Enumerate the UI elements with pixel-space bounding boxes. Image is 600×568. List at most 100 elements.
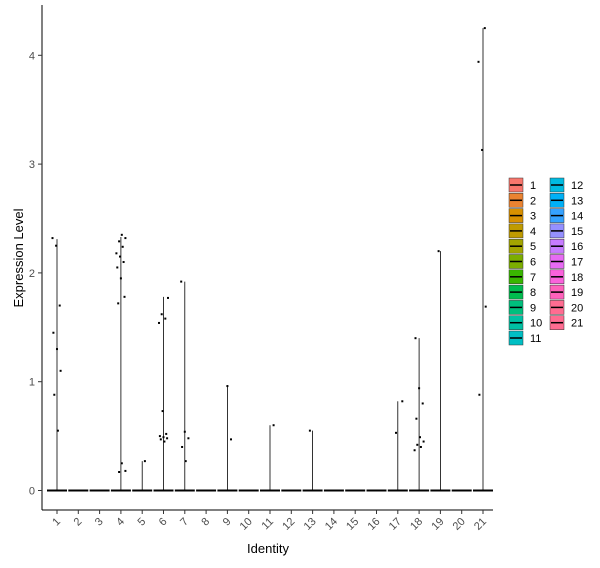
data-point — [413, 449, 416, 452]
data-point — [308, 429, 311, 432]
data-point — [419, 436, 421, 439]
data-point — [124, 469, 127, 472]
data-point — [422, 440, 425, 443]
x-tick-label: 20 — [451, 516, 468, 533]
legend-item-13: 13 — [549, 193, 583, 208]
data-point — [165, 432, 168, 435]
data-point — [181, 445, 184, 448]
x-tick-label: 3 — [93, 516, 106, 529]
data-point — [124, 237, 127, 240]
data-point — [53, 393, 56, 396]
legend-item-12: 12 — [549, 177, 583, 193]
data-point — [119, 277, 122, 280]
data-point — [123, 295, 126, 298]
axes — [41, 5, 493, 511]
legend-label: 2 — [530, 195, 536, 207]
data-point — [484, 305, 487, 308]
legend-item-19: 19 — [549, 284, 583, 300]
data-point — [115, 252, 118, 255]
data-point — [159, 438, 162, 441]
data-point — [163, 440, 166, 443]
data-point — [166, 437, 169, 440]
y-ticks: 0 1 2 3 4 — [29, 50, 42, 498]
data-point — [414, 337, 417, 340]
legend-label: 9 — [530, 302, 536, 314]
data-point — [119, 255, 121, 258]
data-point — [187, 437, 190, 440]
x-tick-label: 12 — [280, 516, 297, 533]
y-tick-label: 1 — [29, 377, 35, 389]
data-point — [52, 331, 55, 334]
legend-label: 11 — [530, 333, 541, 345]
legend-label: 20 — [571, 302, 583, 314]
legend-item-5: 5 — [508, 238, 536, 254]
data-point — [116, 266, 119, 269]
legend-label: 6 — [530, 257, 536, 269]
x-tick-label: 21 — [472, 516, 489, 533]
data-point — [395, 431, 397, 434]
data-point — [158, 321, 160, 324]
data-point — [481, 148, 484, 151]
data-point — [158, 435, 161, 438]
legend-item-10: 10 — [508, 315, 542, 330]
data-point — [415, 417, 418, 420]
legend-label: 14 — [571, 211, 583, 223]
x-axis-title: Identity — [247, 541, 289, 556]
data-point — [418, 387, 421, 390]
x-tick-label: 11 — [260, 516, 277, 533]
data-point — [118, 471, 121, 474]
y-axis-title: Expression Level — [11, 208, 26, 307]
jitter-points — [51, 27, 487, 474]
legend-item-17: 17 — [549, 254, 583, 269]
legend-label: 10 — [530, 318, 542, 330]
legend-item-3: 3 — [508, 208, 536, 223]
legend-label: 7 — [530, 272, 536, 284]
legend-item-11: 11 — [508, 330, 541, 346]
legend-item-2: 2 — [508, 193, 536, 208]
data-point — [419, 445, 422, 448]
legend-item-18: 18 — [549, 269, 583, 285]
legend-label: 17 — [571, 257, 583, 269]
data-point — [184, 460, 187, 463]
x-tick-label: 8 — [199, 516, 212, 529]
legend-item-14: 14 — [549, 208, 583, 223]
data-point — [437, 250, 440, 253]
x-ticks: 1 2 3 4 5 6 7 8 9 10 11 12 13 14 15 16 17 18 19 20 21 — [50, 510, 489, 533]
data-point — [121, 245, 124, 248]
legend-label: 19 — [571, 287, 583, 299]
y-tick-label: 2 — [29, 268, 35, 280]
x-tick-label: 10 — [238, 516, 255, 533]
legend-label: 3 — [530, 211, 536, 223]
data-point — [162, 436, 165, 439]
legend-item-4: 4 — [508, 223, 536, 239]
x-tick-label: 13 — [302, 516, 319, 533]
legend-item-15: 15 — [549, 223, 583, 239]
legend-label: 21 — [571, 318, 583, 330]
data-point — [161, 410, 164, 413]
x-tick-label: 7 — [178, 516, 191, 529]
legend-label: 1 — [530, 180, 536, 192]
legend-label: 4 — [530, 226, 536, 238]
y-tick-label: 4 — [29, 50, 35, 62]
data-point — [226, 385, 229, 388]
data-point — [51, 237, 54, 240]
legend-item-7: 7 — [508, 269, 536, 285]
x-tick-label: 19 — [429, 516, 446, 533]
legend-item-8: 8 — [508, 284, 536, 300]
data-point — [477, 60, 480, 63]
data-point — [120, 233, 123, 236]
legend-item-21: 21 — [549, 315, 583, 330]
legend-label: 13 — [571, 195, 583, 207]
legend-item-16: 16 — [549, 238, 583, 254]
x-tick-label: 6 — [157, 516, 170, 529]
x-tick-label: 16 — [365, 516, 382, 533]
legend-item-1: 1 — [508, 177, 536, 193]
x-tick-label: 9 — [221, 516, 234, 529]
data-point — [56, 348, 58, 351]
x-tick-label: 1 — [50, 516, 63, 529]
data-point — [483, 27, 486, 30]
data-point — [421, 402, 424, 405]
legend-label: 16 — [571, 241, 583, 253]
